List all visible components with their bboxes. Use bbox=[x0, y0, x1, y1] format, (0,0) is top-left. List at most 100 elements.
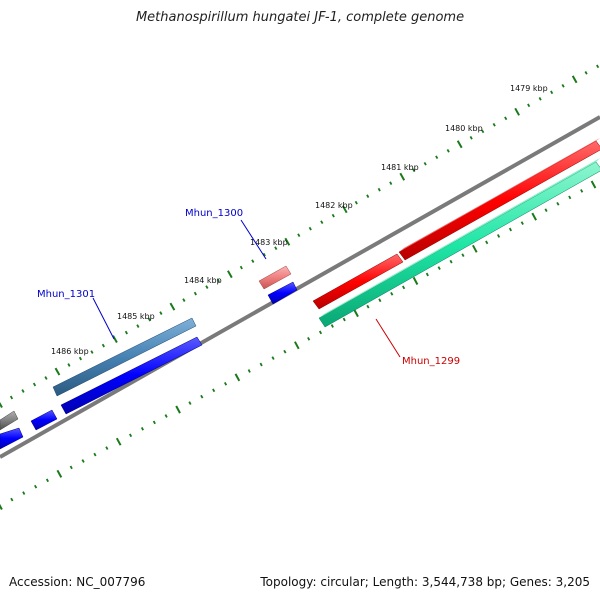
scale-tick bbox=[366, 304, 370, 309]
cds-feature-blue-1[interactable] bbox=[267, 281, 298, 305]
scale-tick bbox=[169, 302, 176, 311]
scale-tick bbox=[271, 356, 275, 360]
scale-tick bbox=[550, 90, 554, 95]
scale-label: 1483 kbp bbox=[250, 238, 288, 247]
scale-tick bbox=[224, 381, 228, 386]
scale-tick bbox=[284, 237, 291, 246]
scale-tick bbox=[216, 278, 220, 283]
cds-feature-green-top bbox=[319, 158, 600, 318]
cds-feature-red-1[interactable] bbox=[312, 253, 404, 310]
scale-tick bbox=[449, 259, 453, 264]
scale-tick bbox=[0, 503, 3, 510]
scale-tick bbox=[44, 376, 48, 380]
scale-tick bbox=[568, 195, 572, 200]
scale-tick bbox=[129, 433, 133, 438]
gene-label-mhun-1300[interactable]: Mhun_1300 bbox=[185, 208, 243, 219]
scale-tick bbox=[297, 233, 301, 238]
scale-tick bbox=[456, 140, 463, 149]
cds-feature-steelblue[interactable] bbox=[52, 317, 197, 397]
scale-tick bbox=[485, 240, 489, 245]
scale-tick bbox=[412, 168, 416, 173]
scale-tick bbox=[353, 309, 359, 318]
scale-tick bbox=[115, 437, 122, 446]
inner-scale-ticks bbox=[0, 180, 597, 510]
scale-tick bbox=[308, 226, 312, 231]
scale-tick bbox=[67, 363, 71, 367]
genome-backbone bbox=[0, 115, 600, 459]
scale-tick bbox=[320, 220, 324, 225]
scale-tick bbox=[159, 311, 163, 315]
scale-tick bbox=[175, 405, 181, 414]
scale-tick bbox=[307, 336, 311, 341]
cds-feature-red-2-top bbox=[399, 138, 600, 252]
scale-tick bbox=[105, 446, 109, 450]
scale-label: 1485 kbp bbox=[117, 312, 155, 321]
scale-tick bbox=[531, 212, 537, 221]
scale-tick bbox=[45, 478, 49, 483]
scale-tick bbox=[124, 330, 128, 335]
scale-label: 1479 kbp bbox=[510, 84, 548, 93]
scale-tick bbox=[423, 161, 427, 166]
gene-label-mhun-1299[interactable]: Mhun_1299 bbox=[402, 356, 460, 367]
gene-label-mhun-1301[interactable]: Mhun_1301 bbox=[37, 289, 95, 300]
cds-feature-red-2[interactable] bbox=[398, 140, 600, 261]
reverse-strand-features bbox=[0, 158, 600, 450]
scale-tick bbox=[342, 317, 346, 322]
scale-tick bbox=[389, 181, 393, 186]
label-leader-mhun-1299 bbox=[375, 318, 401, 358]
scale-tick bbox=[508, 227, 512, 232]
scale-tick bbox=[259, 362, 263, 367]
scale-tick bbox=[514, 107, 520, 116]
scale-tick bbox=[472, 244, 478, 253]
scale-tick bbox=[10, 497, 14, 502]
scale-tick bbox=[461, 253, 465, 258]
scale-tick bbox=[469, 135, 473, 140]
scale-tick bbox=[492, 122, 496, 127]
scale-tick bbox=[101, 343, 105, 348]
scale-tick bbox=[274, 246, 278, 251]
scale-tick bbox=[34, 484, 38, 489]
forward-strand-features bbox=[0, 138, 600, 431]
scale-tick bbox=[527, 103, 531, 108]
scale-tick bbox=[571, 75, 578, 84]
scale-tick bbox=[446, 148, 450, 153]
cds-feature-blue-3[interactable] bbox=[30, 409, 58, 431]
scale-tick bbox=[200, 394, 204, 399]
scale-tick bbox=[247, 369, 251, 373]
scale-tick bbox=[437, 266, 441, 270]
scale-tick bbox=[412, 276, 419, 285]
scale-tick bbox=[147, 317, 151, 322]
scale-tick bbox=[402, 285, 406, 290]
scale-tick bbox=[580, 189, 584, 193]
scale-tick bbox=[78, 356, 82, 361]
cds-feature-blue-2[interactable] bbox=[60, 336, 203, 415]
scale-tick bbox=[56, 469, 63, 478]
scale-labels: 1479 kbp 1480 kbp 1481 kbp 1482 kbp 1483… bbox=[51, 84, 548, 356]
cds-feature-pink[interactable] bbox=[258, 265, 292, 290]
scale-tick bbox=[584, 71, 588, 75]
scale-tick bbox=[341, 205, 348, 214]
scale-tick bbox=[590, 180, 597, 189]
scale-tick bbox=[54, 367, 61, 376]
scale-tick bbox=[538, 96, 542, 101]
scale-tick bbox=[366, 194, 370, 199]
scale-tick bbox=[188, 401, 192, 405]
scale-tick bbox=[164, 414, 168, 418]
scale-label: 1480 kbp bbox=[445, 124, 483, 133]
label-leader-mhun-1301 bbox=[92, 297, 115, 340]
scale-tick bbox=[182, 298, 186, 302]
scale-tick bbox=[21, 389, 25, 393]
scale-tick bbox=[9, 395, 14, 400]
genome-summary-text: Topology: circular; Length: 3,544,738 bp… bbox=[260, 575, 590, 589]
scale-label: 1482 kbp bbox=[315, 201, 353, 210]
cds-feature-blue-4[interactable] bbox=[0, 427, 24, 450]
scale-tick bbox=[239, 265, 243, 270]
label-leader-mhun-1300 bbox=[240, 219, 267, 260]
cds-feature-grey[interactable] bbox=[0, 410, 19, 431]
scale-tick bbox=[283, 349, 287, 354]
scale-tick bbox=[318, 330, 323, 335]
scale-tick bbox=[544, 208, 548, 213]
cds-feature-green[interactable] bbox=[318, 161, 600, 328]
scale-tick bbox=[425, 272, 429, 277]
